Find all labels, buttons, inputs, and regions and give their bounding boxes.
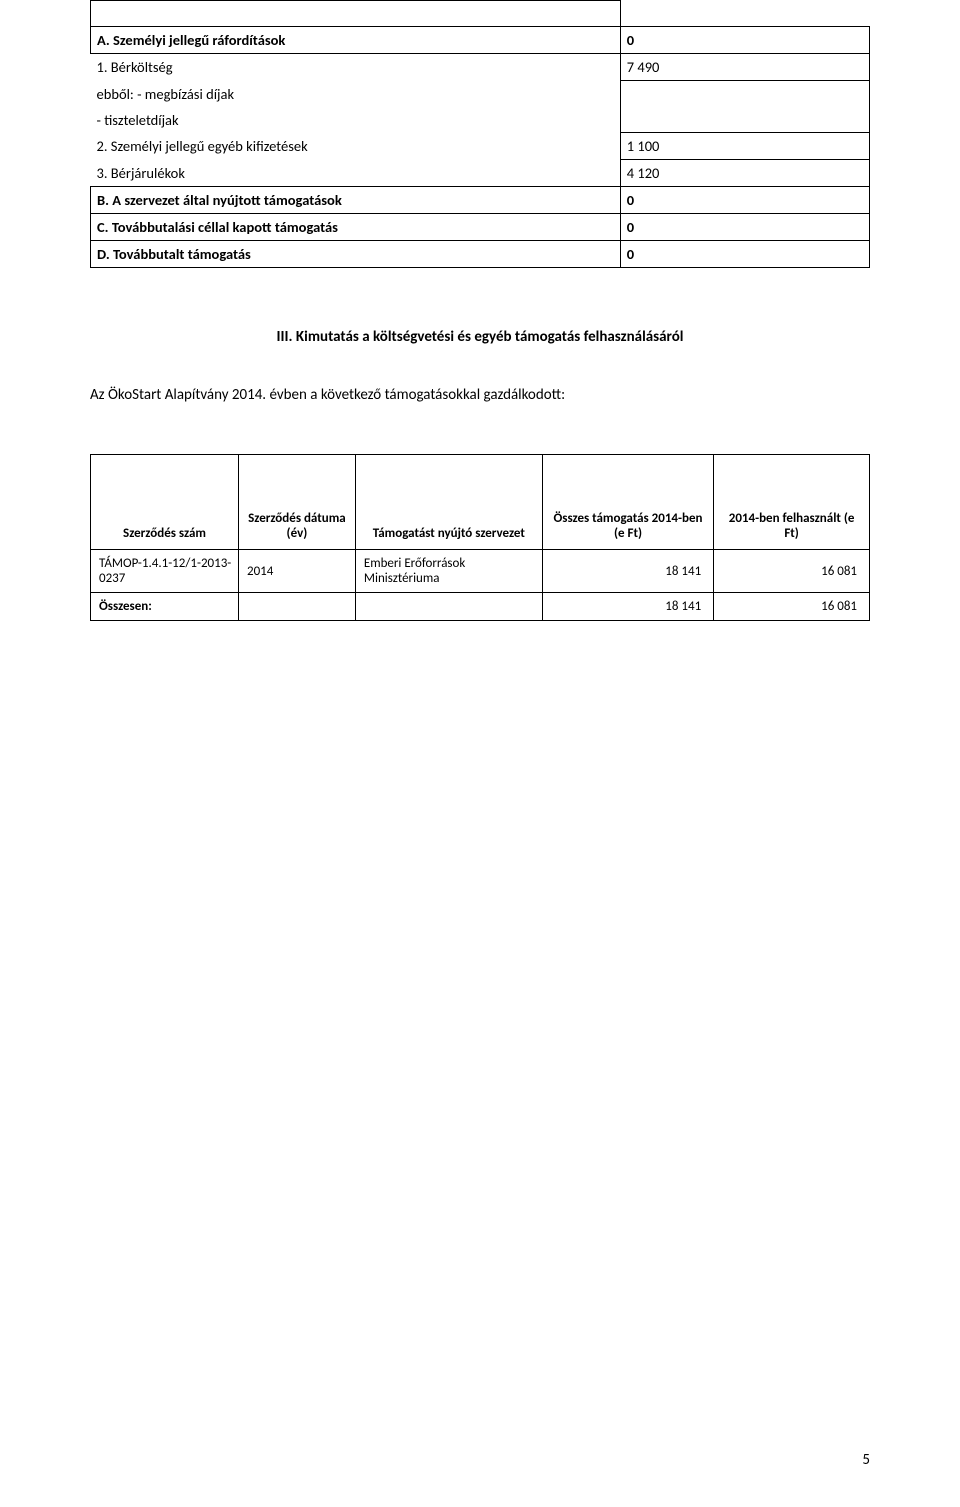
col-header: Támogatást nyújtó szervezet (355, 455, 542, 550)
row-label: D. Továbbutalt támogatás (91, 241, 621, 268)
row-value: 0 (620, 187, 869, 214)
table-row: B. A szervezet által nyújtott támogatáso… (91, 187, 870, 214)
col-header: Szerződés dátuma (év) (239, 455, 356, 550)
row-value (620, 107, 869, 133)
cell: 2014 (239, 550, 356, 593)
col-header: 2014-ben felhasznált (e Ft) (714, 455, 870, 550)
row-label: 2. Személyi jellegű egyéb kifizetések (91, 133, 621, 160)
empty-cell (91, 1, 621, 27)
table-row: A. Személyi jellegű ráfordítások 0 (91, 27, 870, 54)
table-row (91, 1, 870, 27)
total-label: Összesen: (91, 593, 239, 621)
cell: TÁMOP-1.4.1-12/1-2013-0237 (91, 550, 239, 593)
row-label: A. Személyi jellegű ráfordítások (91, 27, 621, 54)
cell: 18 141 (542, 550, 713, 593)
col-header: Szerződés szám (91, 455, 239, 550)
empty-cell (239, 593, 356, 621)
table-row: ebből: - megbízási díjak (91, 81, 870, 107)
row-value (620, 81, 869, 107)
row-label: ebből: - megbízási díjak (91, 81, 621, 107)
cell: Emberi Erőforrások Minisztériuma (355, 550, 542, 593)
col-header: Összes támogatás 2014-ben (e Ft) (542, 455, 713, 550)
intro-paragraph: Az ÖkoStart Alapítvány 2014. évben a köv… (90, 386, 870, 404)
table-row: 3. Bérjárulékok 4 120 (91, 160, 870, 187)
empty-cell (620, 1, 869, 27)
row-value: 0 (620, 214, 869, 241)
total-value: 18 141 (542, 593, 713, 621)
row-label: 3. Bérjárulékok (91, 160, 621, 187)
table-row: - tiszteletdíjak (91, 107, 870, 133)
row-label: C. Továbbutalási céllal kapott támogatás (91, 214, 621, 241)
table-total-row: Összesen: 18 141 16 081 (91, 593, 870, 621)
grants-table: Szerződés szám Szerződés dátuma (év) Tám… (90, 454, 870, 621)
row-value: 0 (620, 241, 869, 268)
section-title: III. Kimutatás a költségvetési és egyéb … (90, 328, 870, 346)
row-label: B. A szervezet által nyújtott támogatáso… (91, 187, 621, 214)
row-value: 1 100 (620, 133, 869, 160)
page-number: 5 (862, 1451, 870, 1469)
row-value: 4 120 (620, 160, 869, 187)
row-label: 1. Bérköltség (91, 54, 621, 81)
table-header-row: Szerződés szám Szerződés dátuma (év) Tám… (91, 455, 870, 550)
row-value: 7 490 (620, 54, 869, 81)
table-row: TÁMOP-1.4.1-12/1-2013-0237 2014 Emberi E… (91, 550, 870, 593)
table-row: 2. Személyi jellegű egyéb kifizetések 1 … (91, 133, 870, 160)
cell: 16 081 (714, 550, 870, 593)
row-label: - tiszteletdíjak (91, 107, 621, 133)
table-row: 1. Bérköltség 7 490 (91, 54, 870, 81)
expense-table: A. Személyi jellegű ráfordítások 0 1. Bé… (90, 0, 870, 268)
row-value: 0 (620, 27, 869, 54)
table-row: D. Továbbutalt támogatás 0 (91, 241, 870, 268)
empty-cell (355, 593, 542, 621)
table-row: C. Továbbutalási céllal kapott támogatás… (91, 214, 870, 241)
total-value: 16 081 (714, 593, 870, 621)
